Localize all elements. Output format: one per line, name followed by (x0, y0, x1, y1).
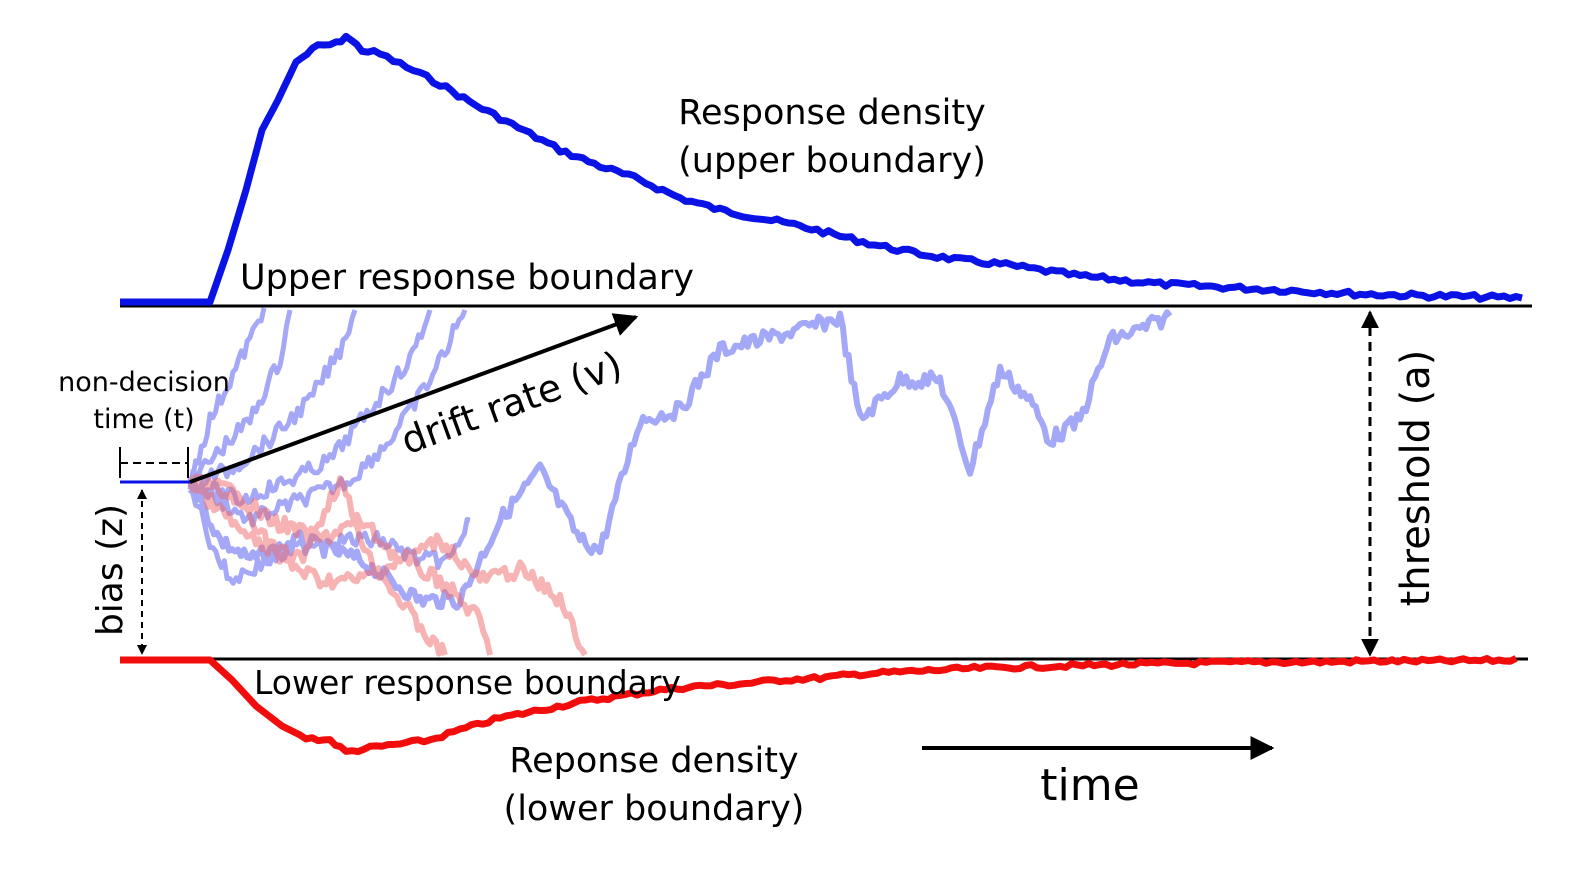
upper-density-label-line1: Response density (678, 93, 986, 133)
threshold-label: threshold (a) (1393, 350, 1439, 607)
sample-path-lower (187, 475, 448, 657)
sample-path-upper-long (187, 309, 1173, 611)
lower-sample-paths (187, 473, 588, 657)
time-label: time (1040, 760, 1139, 811)
drift-rate-label: drift rate (v) (395, 343, 627, 463)
lower-density-label-line1: Reponse density (509, 741, 798, 781)
sample-path-upper (187, 307, 267, 483)
upper-density-label-line2: (upper boundary) (678, 141, 986, 181)
sample-path-upper (187, 309, 433, 507)
sample-path-upper (187, 309, 468, 528)
upper-response-density-curve (120, 32, 1523, 306)
lower-density-label-line2: (lower boundary) (504, 789, 805, 829)
sample-path-upper (187, 309, 293, 490)
upper-boundary-label: Upper response boundary (240, 258, 694, 298)
lower-boundary-label: Lower response boundary (254, 663, 681, 702)
upper-sample-paths (187, 307, 1173, 611)
sample-path-lower (187, 473, 493, 656)
bias-label: bias (z) (90, 504, 131, 636)
non-decision-label-line1: non-decision (58, 367, 230, 398)
non-decision-bracket (119, 447, 189, 478)
lower-response-density-curve (120, 655, 1518, 756)
sample-path-lower (189, 475, 588, 657)
non-decision-label-line2: time (t) (93, 404, 194, 435)
drift-rate-arrow (189, 313, 639, 484)
